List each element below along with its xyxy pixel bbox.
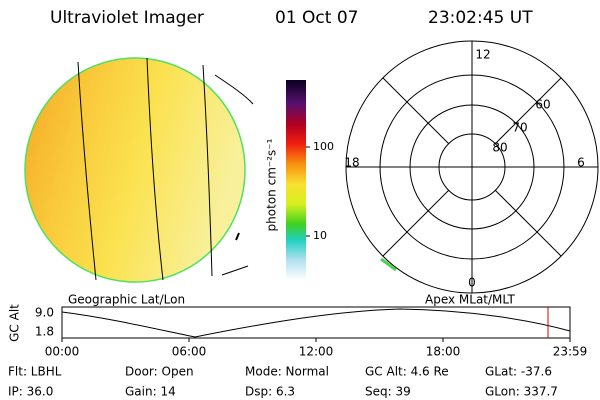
altitude-xtick-label: 23:59	[553, 345, 588, 359]
altitude-xtick-label: 00:00	[45, 345, 80, 359]
info-field: GC Alt: 4.6 Re	[365, 365, 449, 379]
altitude-xtick-label: 12:00	[299, 345, 334, 359]
mlt-label: 0	[468, 276, 476, 290]
colorbar-label: photon cm⁻²s⁻¹	[265, 138, 279, 231]
colorbar-tick-label: 100	[313, 140, 334, 153]
mlt-label: 12	[475, 48, 490, 62]
altitude-frame	[61, 306, 571, 339]
altitude-curve	[61, 308, 571, 338]
lat-label: 60	[535, 98, 550, 112]
globe-image	[24, 57, 254, 283]
caption-left: Geographic Lat/Lon	[68, 293, 185, 307]
time: 23:02:45 UT	[428, 8, 533, 28]
info-field: IP: 36.0	[8, 385, 53, 399]
info-field: Door: Open	[125, 365, 194, 379]
colorbar	[286, 80, 306, 280]
info-field: GLon: 337.7	[485, 385, 558, 399]
title: Ultraviolet Imager	[50, 8, 204, 28]
info-field: Mode: Normal	[245, 365, 329, 379]
info-field: Dsp: 6.3	[245, 385, 295, 399]
date: 01 Oct 07	[275, 8, 358, 28]
altitude-xtick-label: 06:00	[172, 345, 207, 359]
info-field: Flt: LBHL	[8, 365, 62, 379]
info-field: GLat: -37.6	[485, 365, 552, 379]
altitude-ylabel: GC Alt	[8, 304, 22, 342]
caption-right: Apex MLat/MLT	[425, 293, 515, 307]
polar-emission	[380, 257, 397, 272]
lat-label: 80	[492, 141, 507, 155]
lat-label: 70	[512, 121, 527, 135]
info-field: Gain: 14	[125, 385, 176, 399]
altitude-ytick-label: 9.0	[35, 306, 54, 320]
altitude-xtick-label: 18:00	[426, 345, 461, 359]
info-field: Seq: 39	[365, 385, 411, 399]
colorbar-tick-label: 10	[313, 229, 327, 242]
mlt-label: 6	[577, 156, 585, 170]
mlt-label: 18	[344, 156, 359, 170]
polar-grid	[345, 40, 599, 294]
altitude-ytick-label: 1.8	[35, 325, 54, 339]
